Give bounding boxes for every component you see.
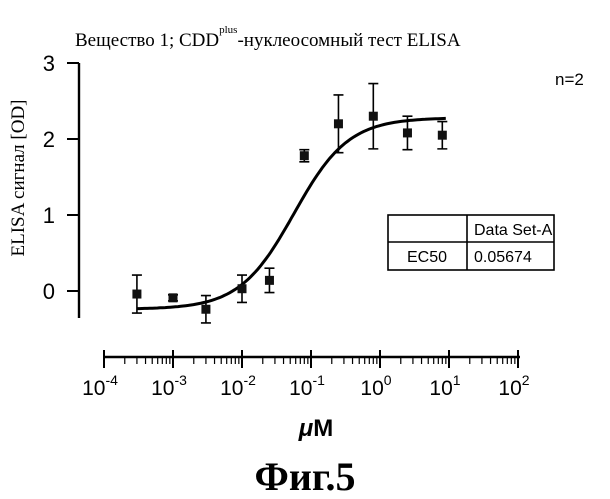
chart-title-rest: -нуклеосомный тест ELISA: [237, 30, 460, 51]
x-tick-base: 10: [151, 377, 174, 400]
y-tick-label: 2: [43, 127, 55, 152]
data-point: [403, 128, 412, 137]
x-tick-label: 10-4: [82, 372, 118, 400]
ec50-table-row-value: 0.05674: [474, 249, 532, 266]
x-tick-exponent: -3: [174, 372, 187, 388]
x-tick-exponent: 2: [522, 372, 530, 388]
x-tick-base: 10: [220, 377, 243, 400]
x-tick-label: 10-3: [151, 372, 187, 400]
data-point: [238, 284, 247, 293]
x-tick-label: 100: [360, 372, 391, 400]
figure-caption: Фиг.5: [254, 454, 355, 499]
x-tick-base: 10: [498, 377, 521, 400]
ec50-table: Data Set-A EC50 0.05674: [388, 215, 554, 270]
y-tick-label: 0: [43, 279, 55, 304]
x-tick-exponent: -4: [105, 372, 118, 388]
ec50-table-header-dataset: Data Set-A: [474, 222, 553, 239]
data-points: [132, 112, 446, 314]
y-tick-label: 1: [43, 203, 55, 228]
fit-curve: [137, 118, 446, 308]
data-point: [300, 151, 309, 160]
x-tick-exponent: 1: [453, 372, 461, 388]
data-point: [132, 290, 141, 299]
chart-title-main: Вещество 1; CDD: [75, 30, 219, 51]
x-tick-base: 10: [429, 377, 452, 400]
ec50-table-row-label: EC50: [407, 249, 447, 266]
error-bars: [132, 84, 447, 323]
data-point: [438, 131, 447, 140]
x-tick-label: 102: [498, 372, 529, 400]
y-tick-label: 3: [43, 51, 55, 76]
data-point: [201, 305, 210, 314]
x-tick-base: 10: [82, 377, 105, 400]
data-point: [169, 293, 178, 302]
data-point: [369, 112, 378, 121]
data-point: [265, 276, 274, 285]
x-tick-label: 101: [429, 372, 460, 400]
x-tick-base: 10: [289, 377, 312, 400]
x-tick-label: 10-1: [289, 372, 325, 400]
x-tick-exponent: -1: [312, 372, 325, 388]
x-tick-exponent: 0: [384, 372, 392, 388]
data-point: [334, 119, 343, 128]
y-ticks: 0 1 2 3: [43, 51, 79, 304]
x-axis-label: μM: [298, 415, 333, 442]
x-tick-exponent: -2: [243, 372, 256, 388]
x-tick-base: 10: [360, 377, 383, 400]
n-annotation: n=2: [555, 70, 584, 89]
x-axis-label-unit: M: [313, 415, 333, 442]
x-tick-label: 10-2: [220, 372, 256, 400]
x-axis-label-prefix: μ: [298, 415, 314, 442]
chart-title: Вещество 1; CDDplus-нуклеосомный тест EL…: [75, 24, 461, 51]
chart-title-superscript: plus: [219, 24, 237, 36]
y-axis-label: ELISA сигнал [OD]: [8, 99, 29, 256]
